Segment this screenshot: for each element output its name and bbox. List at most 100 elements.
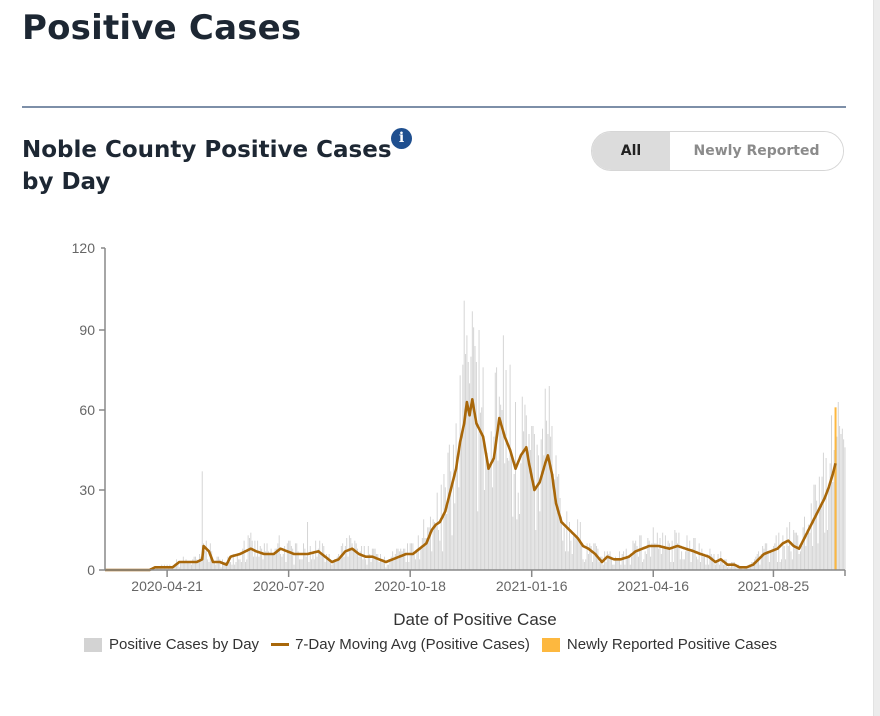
daily-case-bar: [280, 554, 282, 570]
daily-case-bar: [510, 455, 512, 570]
daily-case-bar: [263, 543, 265, 570]
daily-case-bar: [840, 434, 842, 570]
daily-case-bar: [234, 564, 236, 570]
daily-case-bar: [172, 567, 173, 570]
daily-case-bar: [608, 554, 610, 570]
daily-case-bar: [357, 548, 358, 570]
chart-title: Noble County Positive Cases by Day: [22, 137, 392, 195]
daily-case-bar: [544, 388, 546, 570]
daily-case-bar: [173, 567, 175, 570]
daily-case-bar: [506, 458, 508, 570]
legend-item-moving-avg[interactable]: 7-Day Moving Avg (Positive Cases): [271, 636, 530, 653]
daily-case-bar: [789, 522, 791, 570]
daily-case-bar: [482, 367, 484, 570]
daily-case-bar: [276, 548, 277, 570]
daily-case-bar: [419, 559, 421, 570]
daily-case-bar: [204, 551, 206, 570]
daily-case-bar: [390, 556, 392, 570]
daily-case-bar: [193, 556, 195, 570]
daily-case-bar: [267, 551, 269, 570]
daily-case-bar: [194, 556, 196, 570]
daily-case-bar: [292, 548, 294, 570]
daily-case-bar: [177, 562, 179, 570]
legend-label-moving-avg: 7-Day Moving Avg (Positive Cases): [295, 636, 530, 653]
daily-case-bar: [411, 543, 413, 570]
daily-case-bar: [262, 559, 264, 570]
daily-case-bar: [816, 500, 818, 570]
toggle-newly-reported-button[interactable]: Newly Reported: [670, 132, 843, 170]
daily-case-bar: [386, 564, 388, 570]
daily-case-bar: [616, 559, 618, 570]
daily-case-bar: [413, 554, 415, 570]
daily-case-bar: [324, 562, 326, 570]
daily-case-bar: [216, 556, 218, 570]
daily-case-bar: [469, 383, 471, 570]
daily-case-bar: [207, 559, 209, 570]
daily-case-bar: [246, 559, 248, 570]
daily-case-bar: [658, 548, 660, 570]
legend-item-daily[interactable]: Positive Cases by Day: [84, 636, 259, 653]
daily-case-bar: [325, 554, 327, 570]
x-tick-label: 2021-08-25: [738, 578, 810, 594]
daily-case-bar: [288, 540, 290, 570]
daily-case-bar: [799, 551, 801, 570]
daily-case-bar: [447, 452, 449, 570]
daily-case-bar: [791, 559, 793, 570]
daily-case-bar: [498, 396, 500, 570]
daily-case-bar: [477, 511, 479, 570]
daily-case-bar: [319, 540, 321, 570]
daily-case-bar: [478, 330, 480, 570]
daily-case-bar: [255, 556, 257, 570]
daily-case-bar: [311, 559, 313, 570]
daily-case-bar: [452, 444, 454, 570]
daily-case-bar: [575, 538, 577, 570]
daily-case-bar: [346, 538, 348, 570]
daily-case-bar: [705, 564, 707, 570]
daily-case-bar: [779, 562, 781, 570]
daily-case-bar: [244, 562, 246, 570]
daily-case-bar: [273, 554, 275, 570]
daily-case-bar: [332, 562, 334, 570]
daily-case-bar: [300, 559, 302, 570]
daily-case-bar: [471, 311, 473, 570]
daily-case-bar: [377, 554, 379, 570]
daily-case-bar: [379, 554, 381, 570]
daily-case-bar: [841, 428, 843, 570]
toggle-all-button[interactable]: All: [592, 132, 670, 170]
x-axis-title: Date of Positive Case: [393, 610, 557, 629]
daily-case-bar: [554, 479, 556, 570]
daily-case-bar: [690, 562, 692, 570]
daily-case-bar: [542, 428, 543, 570]
daily-case-bar: [718, 564, 720, 570]
daily-case-bar: [323, 546, 325, 570]
daily-case-bar: [543, 455, 545, 570]
daily-case-bar: [759, 564, 761, 570]
daily-case-bar: [313, 559, 315, 570]
daily-case-bar: [601, 556, 603, 570]
daily-case-bar: [619, 551, 620, 570]
legend-item-newly-reported[interactable]: Newly Reported Positive Cases: [541, 636, 777, 653]
daily-case-bar: [801, 546, 803, 570]
daily-case-bar: [502, 335, 504, 570]
daily-case-bar: [770, 551, 772, 570]
daily-case-bar: [442, 551, 444, 570]
daily-case-bar: [467, 362, 469, 570]
daily-case-bar: [818, 476, 820, 570]
daily-case-bar: [582, 559, 584, 570]
daily-case-bar: [424, 538, 426, 570]
daily-case-bar: [343, 556, 345, 570]
daily-case-bar: [652, 527, 654, 570]
daily-case-bar: [298, 559, 300, 570]
daily-case-bar: [620, 564, 622, 570]
daily-case-bar: [378, 562, 380, 570]
daily-case-bar: [436, 492, 438, 570]
info-circle-icon[interactable]: i: [391, 128, 412, 149]
daily-case-bar: [220, 567, 222, 570]
daily-case-bar: [189, 562, 191, 570]
daily-case-bar: [249, 538, 250, 570]
daily-case-bar: [434, 522, 435, 570]
daily-case-bar: [342, 543, 344, 570]
scrollbar-track[interactable]: [873, 0, 880, 716]
daily-case-bar: [409, 543, 411, 570]
daily-case-bar: [668, 543, 670, 570]
